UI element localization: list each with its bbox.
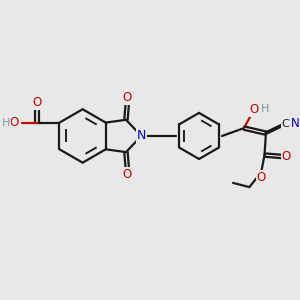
Text: O: O [10, 116, 19, 129]
Text: O: O [123, 91, 132, 104]
Text: H: H [261, 104, 269, 114]
Text: C: C [282, 119, 290, 129]
Text: O: O [32, 96, 42, 109]
Text: N: N [290, 117, 299, 130]
Text: H: H [2, 118, 10, 128]
Text: O: O [282, 150, 291, 163]
Text: N: N [137, 129, 146, 142]
Text: O: O [256, 171, 266, 184]
Text: O: O [123, 168, 132, 181]
Text: O: O [250, 103, 259, 116]
